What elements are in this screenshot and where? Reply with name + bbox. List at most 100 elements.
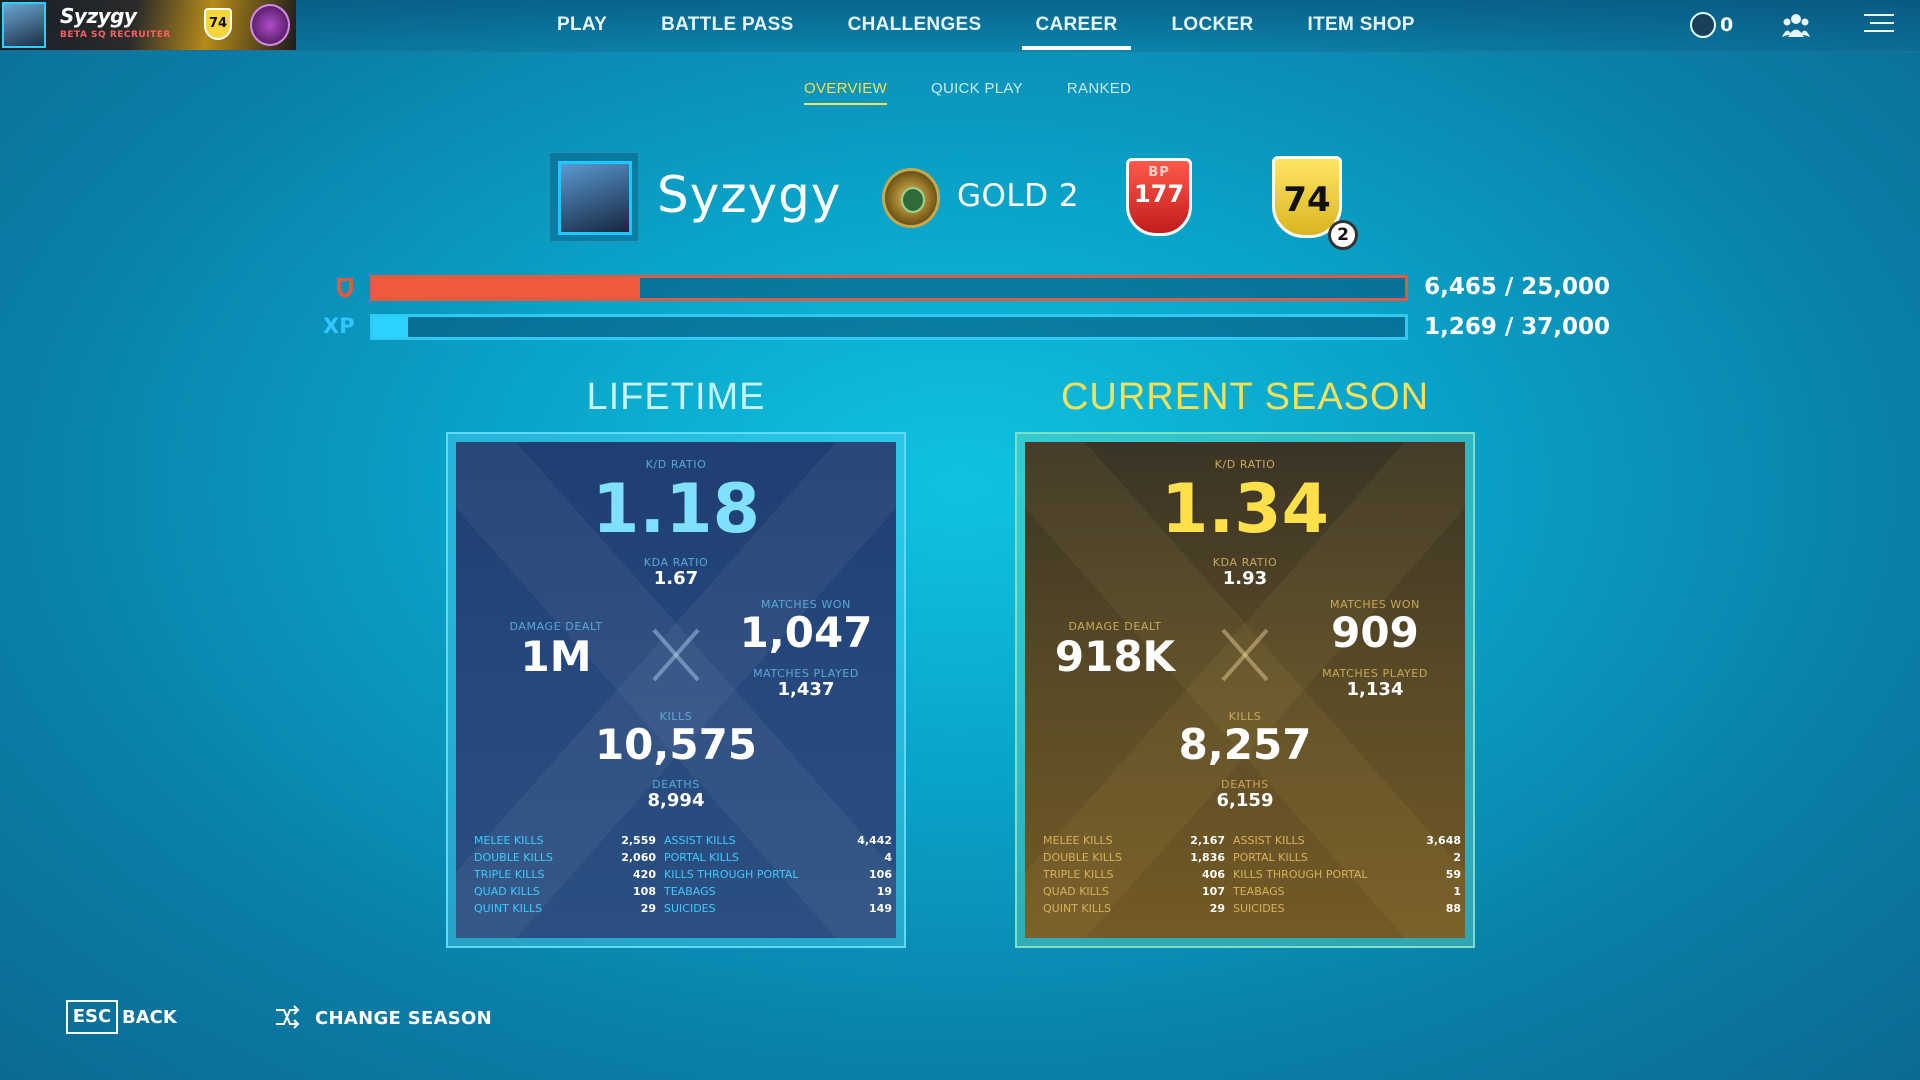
table-row: MELEE KILLS 2,167 ASSIST KILLS 3,648 xyxy=(1043,832,1463,849)
main-nav: PLAY BATTLE PASS CHALLENGES CAREER LOCKE… xyxy=(530,0,1442,52)
deaths-label: DEATHS xyxy=(652,778,700,791)
deaths-value: 8,994 xyxy=(647,790,705,811)
rank-icon xyxy=(882,168,940,228)
change-season-button[interactable]: CHANGE SEASON xyxy=(315,1008,493,1029)
stat-name: PORTAL KILLS xyxy=(1233,851,1308,864)
stat-value: 2 xyxy=(1453,851,1461,864)
bp-badge-label: BP xyxy=(1148,165,1170,180)
card-x-decoration xyxy=(1025,442,1465,938)
currency-value: 0 xyxy=(1720,14,1734,36)
stat-value: 2,559 xyxy=(621,834,656,847)
menu-icon[interactable] xyxy=(1864,14,1894,36)
prestige-badge: 2 xyxy=(1328,220,1358,250)
table-row: TRIPLE KILLS 406 KILLS THROUGH PORTAL 59 xyxy=(1043,866,1463,883)
top-bar: Syzygy BETA SQ RECRUITER 74 PLAY BATTLE … xyxy=(0,0,1920,52)
stat-value: 3,648 xyxy=(1426,834,1461,847)
stat-value: 29 xyxy=(1209,902,1225,915)
rank-label: GOLD 2 xyxy=(957,178,1080,214)
player-card-subtitle: BETA SQ RECRUITER xyxy=(60,30,171,40)
stat-value: 19 xyxy=(876,885,892,898)
back-button[interactable]: BACK xyxy=(122,1007,177,1028)
deaths-value: 6,159 xyxy=(1216,790,1274,811)
battle-pass-badge: BP 177 xyxy=(1126,158,1192,236)
player-card[interactable]: Syzygy BETA SQ RECRUITER 74 xyxy=(0,0,296,50)
damage-label: DAMAGE DEALT xyxy=(509,620,603,633)
xp-progress-bar xyxy=(370,314,1408,340)
esc-key-hint[interactable]: ESC xyxy=(66,1000,118,1034)
kd-label: K/D RATIO xyxy=(1214,458,1276,471)
currency-display[interactable]: 0 xyxy=(1690,12,1733,38)
kd-value: 1.34 xyxy=(1161,470,1329,549)
stat-name: QUINT KILLS xyxy=(474,902,543,915)
bp-level: 177 xyxy=(1133,180,1185,208)
table-row: QUAD KILLS 108 TEABAGS 19 xyxy=(474,883,894,900)
change-season-icon[interactable] xyxy=(274,1004,300,1030)
stat-value: 4 xyxy=(884,851,892,864)
stat-name: TRIPLE KILLS xyxy=(474,868,545,881)
table-row: DOUBLE KILLS 1,836 PORTAL KILLS 2 xyxy=(1043,849,1463,866)
damage-label: DAMAGE DEALT xyxy=(1068,620,1162,633)
bp-progress-bar xyxy=(370,275,1408,301)
stat-name: MELEE KILLS xyxy=(1043,834,1113,847)
stat-name: DOUBLE KILLS xyxy=(474,851,553,864)
matches-played-value: 1,437 xyxy=(777,679,835,700)
nav-locker[interactable]: LOCKER xyxy=(1171,14,1254,35)
nav-challenges[interactable]: CHALLENGES xyxy=(847,14,982,35)
kda-value: 1.93 xyxy=(1222,568,1268,589)
stat-value: 88 xyxy=(1445,902,1461,915)
tab-quick-play[interactable]: QUICK PLAY xyxy=(930,80,1023,97)
damage-value: 918K xyxy=(1054,632,1176,681)
stat-value: 406 xyxy=(1202,868,1225,881)
stat-name: ASSIST KILLS xyxy=(1233,834,1305,847)
stat-value: 149 xyxy=(869,902,892,915)
stat-value: 1 xyxy=(1453,885,1461,898)
stat-value: 29 xyxy=(640,902,656,915)
current-season-title: CURRENT SEASON xyxy=(1060,376,1430,418)
player-avatar xyxy=(549,152,639,242)
kda-label: KDA RATIO xyxy=(643,556,709,569)
table-row: DOUBLE KILLS 2,060 PORTAL KILLS 4 xyxy=(474,849,894,866)
stat-name: QUINT KILLS xyxy=(1043,902,1112,915)
stat-name: QUAD KILLS xyxy=(474,885,540,898)
nav-play[interactable]: PLAY xyxy=(557,14,608,35)
kd-value: 1.18 xyxy=(592,470,760,549)
nav-item-shop[interactable]: ITEM SHOP xyxy=(1307,14,1415,35)
player-card-level-badge: 74 xyxy=(204,8,232,40)
player-name: Syzygy xyxy=(657,166,842,224)
stat-name: KILLS THROUGH PORTAL xyxy=(664,868,799,881)
stat-name: SUICIDES xyxy=(1233,902,1285,915)
stat-name: TEABAGS xyxy=(1233,885,1285,898)
player-card-name: Syzygy xyxy=(60,4,137,28)
matches-played-label: MATCHES PLAYED xyxy=(1322,667,1428,680)
tab-ranked[interactable]: RANKED xyxy=(1066,80,1132,97)
card-x-decoration xyxy=(456,442,896,938)
matches-won-value: 909 xyxy=(1331,608,1419,657)
stat-value: 107 xyxy=(1202,885,1225,898)
avatar-image xyxy=(558,161,632,235)
current-season-stats-card: K/D RATIO 1.34 KDA RATIO 1.93 DAMAGE DEA… xyxy=(1015,432,1475,948)
battle-pass-shield-icon xyxy=(337,278,353,298)
nav-battle-pass[interactable]: BATTLE PASS xyxy=(661,14,794,35)
stat-value: 59 xyxy=(1445,868,1461,881)
bp-progress-fill xyxy=(373,278,640,298)
stat-name: ASSIST KILLS xyxy=(664,834,736,847)
table-row: QUINT KILLS 29 SUICIDES 88 xyxy=(1043,900,1463,917)
stat-value: 420 xyxy=(633,868,656,881)
stat-value: 2,167 xyxy=(1190,834,1225,847)
tab-overview[interactable]: OVERVIEW xyxy=(804,80,887,105)
stat-name: QUAD KILLS xyxy=(1043,885,1109,898)
xp-progress-fill xyxy=(373,317,409,337)
player-card-emblem-icon xyxy=(250,4,290,46)
matches-won-value: 1,047 xyxy=(739,608,873,657)
kills-label: KILLS xyxy=(1228,710,1262,723)
nav-career[interactable]: CAREER xyxy=(1008,0,1144,52)
matches-played-value: 1,134 xyxy=(1346,679,1404,700)
kd-label: K/D RATIO xyxy=(645,458,707,471)
table-row: TRIPLE KILLS 420 KILLS THROUGH PORTAL 106 xyxy=(474,866,894,883)
player-card-avatar xyxy=(2,2,46,48)
friends-icon[interactable] xyxy=(1782,12,1810,38)
table-row: MELEE KILLS 2,559 ASSIST KILLS 4,442 xyxy=(474,832,894,849)
bp-progress-text: 6,465 / 25,000 xyxy=(1424,274,1610,300)
kda-value: 1.67 xyxy=(653,568,699,589)
table-row: QUAD KILLS 107 TEABAGS 1 xyxy=(1043,883,1463,900)
